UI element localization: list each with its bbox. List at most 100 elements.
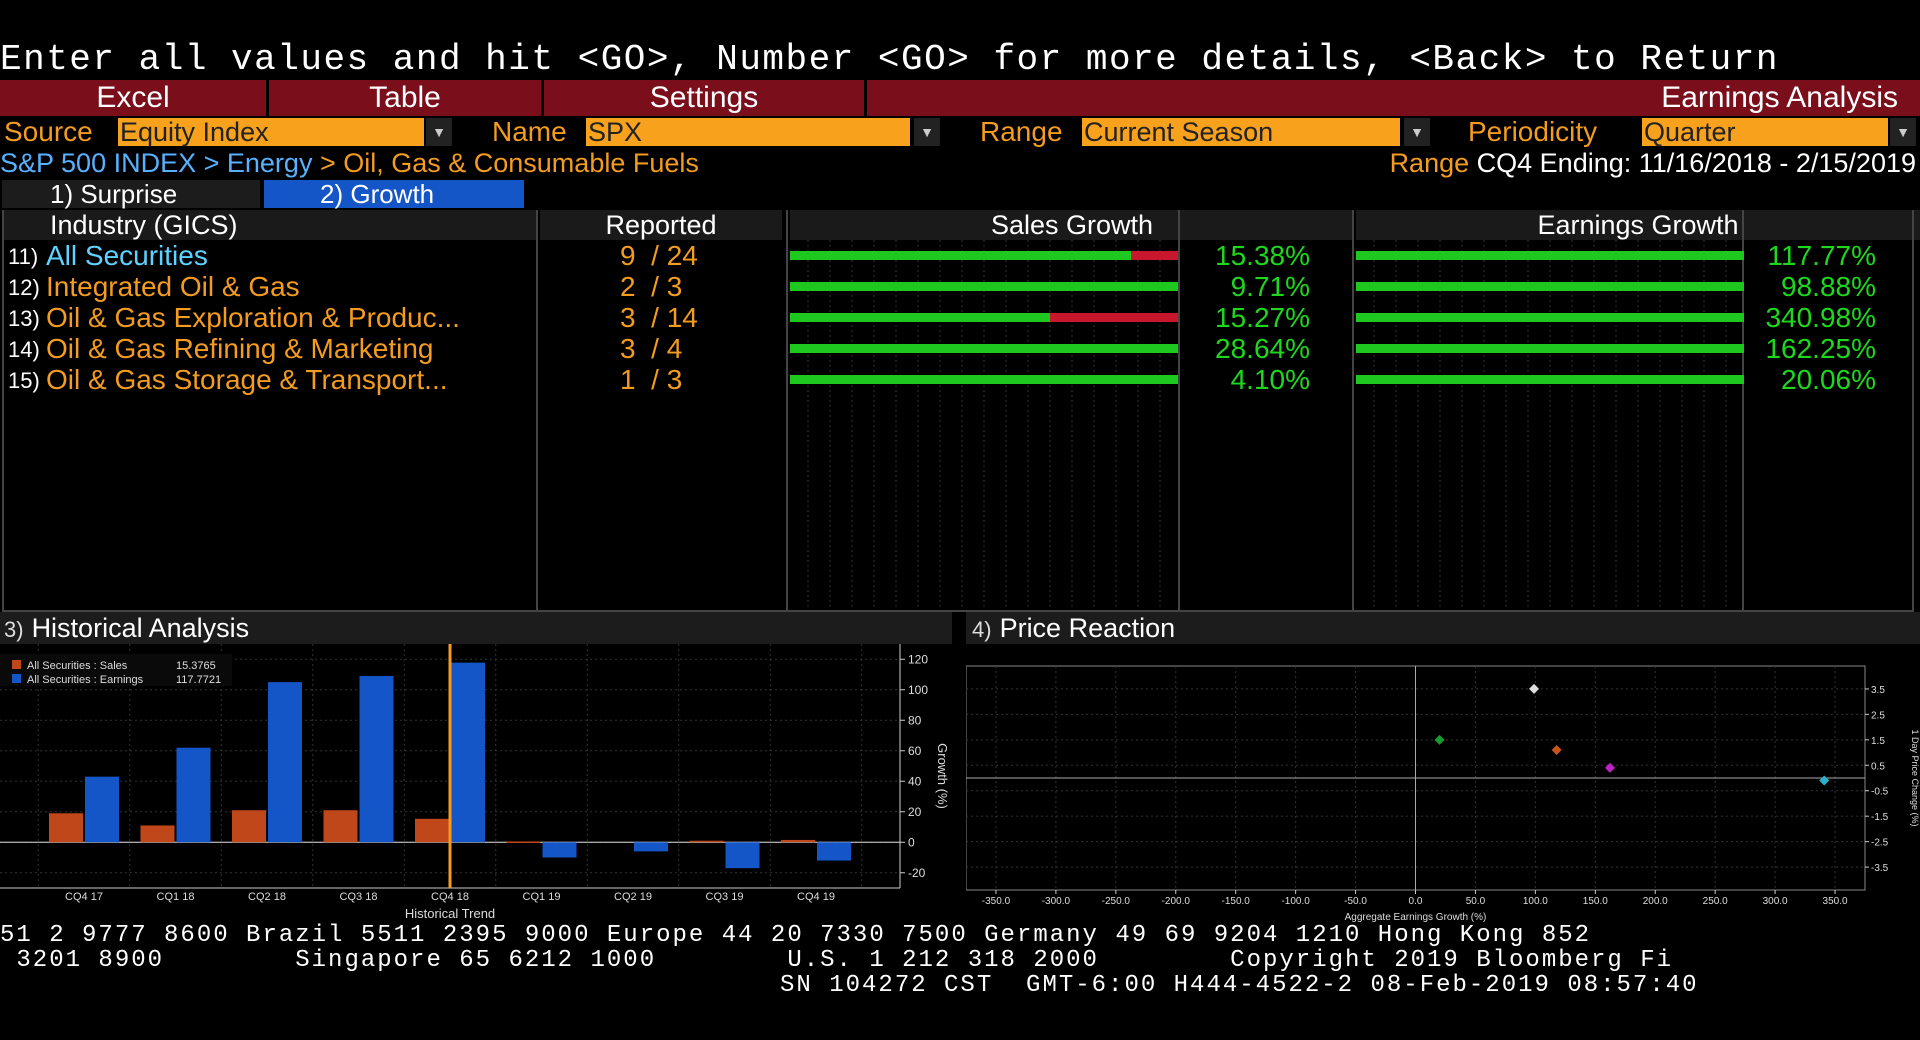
scatter-point[interactable] <box>1434 734 1445 745</box>
legend-value: 117.7721 <box>176 674 221 686</box>
table-row[interactable]: 11) All Securities 9 / 24 15.38% 117.77% <box>0 240 1920 271</box>
earnings-growth-column-header[interactable]: Earnings Growth <box>1356 210 1920 240</box>
periodicity-dropdown-chevron-icon[interactable]: ▼ <box>1890 118 1916 146</box>
table-divider <box>786 210 788 612</box>
price-reaction-panel-title: Price Reaction <box>999 613 1176 643</box>
row-number[interactable]: 14) <box>8 337 40 362</box>
scatter-point[interactable] <box>1529 683 1540 694</box>
y-axis-label: Growth (%) <box>935 743 950 809</box>
industry-column-header[interactable]: Industry (GICS) <box>2 210 536 240</box>
row-number[interactable]: 13) <box>8 306 40 331</box>
price-reaction-chart[interactable]: -350.0 -300.0 -250.0 -200.0 -150.0 -100.0 -50.… <box>966 644 1920 926</box>
periodicity-dropdown[interactable]: Quarter <box>1642 118 1888 146</box>
source-dropdown[interactable]: Equity Index <box>118 118 424 146</box>
earnings-growth-value: 340.98% <box>1765 302 1876 333</box>
earnings-bar[interactable] <box>542 842 577 858</box>
historical-panel-number[interactable]: 3) <box>4 617 24 642</box>
y-tick-label: 2.5 <box>1871 710 1885 721</box>
x-tick-label: -150.0 <box>1222 896 1251 907</box>
earnings-bar[interactable] <box>268 682 302 843</box>
x-tick-label: 250.0 <box>1703 896 1728 907</box>
row-number[interactable]: 12) <box>8 275 40 300</box>
row-industry-name[interactable]: Oil & Gas Exploration & Produc... <box>46 302 460 333</box>
earnings-growth-value: 20.06% <box>1781 364 1876 395</box>
sales-bar[interactable] <box>140 825 175 843</box>
reported-column-header[interactable]: Reported <box>540 210 782 240</box>
x-tick-label: CQ2 19 <box>614 891 652 903</box>
earnings-bar[interactable] <box>725 842 760 869</box>
breadcrumb-industry: Oil, Gas & Consumable Fuels <box>343 148 699 178</box>
earnings-growth-bar <box>1356 313 1744 322</box>
tab-growth[interactable]: 2) Growth <box>264 180 524 208</box>
name-dropdown[interactable]: SPX <box>586 118 910 146</box>
earnings-bar[interactable] <box>176 747 211 843</box>
y-tick-label: 60 <box>908 744 922 758</box>
chart-legend <box>0 654 232 686</box>
sales-bar[interactable] <box>689 840 724 843</box>
breadcrumb-index[interactable]: S&P 500 INDEX <box>0 148 197 178</box>
breadcrumb-separator: > <box>312 148 344 178</box>
table-bottom-border <box>2 610 1914 612</box>
table-row[interactable]: 12) Integrated Oil & Gas 2 / 3 9.71% 98.88% <box>0 271 1920 302</box>
earnings-growth-bar <box>1356 282 1744 291</box>
earnings-bar[interactable] <box>85 776 119 843</box>
earnings-growth-bar <box>1356 344 1744 353</box>
x-tick-label: CQ4 17 <box>65 891 103 903</box>
scatter-point[interactable] <box>1551 745 1562 755</box>
y-tick-label: 0 <box>908 835 915 849</box>
sales-growth-column-header[interactable]: Sales Growth <box>790 210 1354 240</box>
row-industry-name[interactable]: Oil & Gas Refining & Marketing <box>46 333 434 364</box>
x-tick-label: -300.0 <box>1042 896 1071 907</box>
scatter-point[interactable] <box>1819 775 1830 786</box>
table-button[interactable]: Table <box>269 80 544 116</box>
y-tick-label: 20 <box>908 805 922 819</box>
scatter-point[interactable] <box>1604 762 1615 773</box>
sales-bar[interactable] <box>232 810 266 843</box>
range-dropdown-chevron-icon[interactable]: ▼ <box>1404 118 1430 146</box>
settings-button[interactable]: Settings <box>544 80 867 116</box>
table-row[interactable]: 13) Oil & Gas Exploration & Produc... 3 / … <box>0 302 1920 333</box>
earnings-bar[interactable] <box>817 842 851 861</box>
sales-bar-gridlines <box>807 240 1161 610</box>
sales-bar[interactable] <box>781 839 815 843</box>
earnings-bar[interactable] <box>634 842 668 852</box>
price-reaction-panel-number[interactable]: 4) <box>972 617 992 642</box>
sales-bar[interactable] <box>323 810 358 843</box>
row-industry-name[interactable]: Oil & Gas Storage & Transport... <box>46 364 448 395</box>
table-row[interactable]: 14) Oil & Gas Refining & Marketing 3 / 4 28… <box>0 333 1920 364</box>
row-industry-name[interactable]: All Securities <box>46 240 208 271</box>
row-number[interactable]: 11) <box>8 244 39 269</box>
range-dropdown[interactable]: Current Season <box>1082 118 1400 146</box>
tab-surprise[interactable]: 1) Surprise <box>2 180 260 208</box>
y-tick-label: -1.5 <box>1871 812 1889 823</box>
breadcrumb-sector[interactable]: Energy <box>226 148 313 178</box>
name-dropdown-chevron-icon[interactable]: ▼ <box>914 118 940 146</box>
earnings-bar[interactable] <box>359 676 394 843</box>
earnings-growth-value: 162.25% <box>1765 333 1876 364</box>
row-number[interactable]: 15) <box>8 368 40 393</box>
x-tick-label: 200.0 <box>1643 896 1668 907</box>
industry-table: Industry (GICS) Reported Sales Growth Ea… <box>0 210 1920 612</box>
historical-analysis-header: 3) Historical Analysis <box>0 612 952 644</box>
sales-growth-bar <box>790 251 1131 260</box>
footer-session-info: SN 104272 CST GMT-6:00 H444-4522-2 08-Fe… <box>780 972 1699 999</box>
earnings-bar[interactable] <box>451 662 485 843</box>
y-tick-label: 100 <box>908 683 928 697</box>
table-divider <box>1352 210 1354 612</box>
table-divider <box>2 210 4 612</box>
range-label: Range <box>980 116 1063 147</box>
row-reported-count: 2 / 3 <box>620 271 683 302</box>
source-dropdown-chevron-icon[interactable]: ▼ <box>426 118 452 146</box>
historical-analysis-chart[interactable]: -20 0 20 40 60 80 100 120 CQ4 17 CQ1 18 CQ2 18 CQ3 … <box>0 644 952 926</box>
sales-bar[interactable] <box>415 818 449 843</box>
sales-bar[interactable] <box>49 813 83 843</box>
legend-label: All Securities : Earnings <box>27 674 144 686</box>
sales-bar[interactable] <box>506 841 541 843</box>
row-industry-name[interactable]: Integrated Oil & Gas <box>46 271 300 302</box>
table-row[interactable]: 15) Oil & Gas Storage & Transport... 1 / 3… <box>0 364 1920 395</box>
excel-button[interactable]: Excel <box>0 80 269 116</box>
y-tick-label: 1.5 <box>1871 736 1885 747</box>
range-info-text: CQ4 Ending: 11/16/2018 - 2/15/2019 <box>1476 148 1916 178</box>
y-tick-label: 3.5 <box>1871 685 1885 696</box>
earnings-growth-bar <box>1356 251 1744 260</box>
